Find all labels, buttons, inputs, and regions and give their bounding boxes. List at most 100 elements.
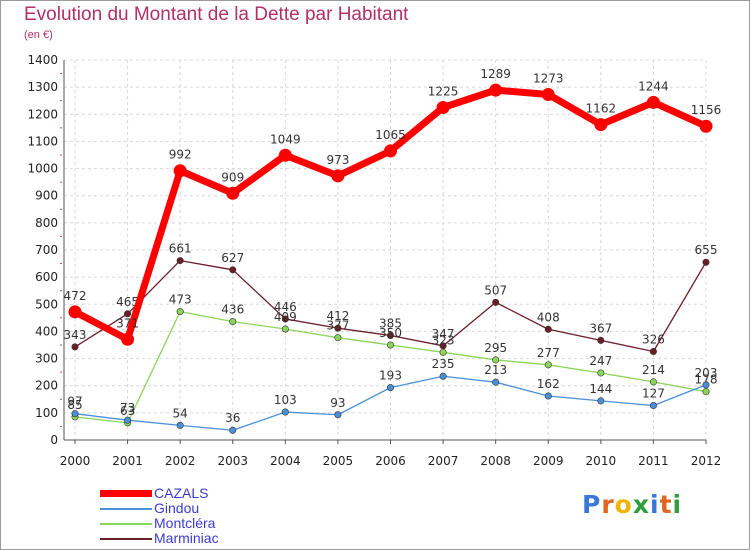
data-label-gindou: 127 [642, 387, 665, 401]
data-label-montclra: 247 [589, 354, 612, 368]
x-tick-label: 2004 [270, 454, 301, 468]
data-label-cazals: 472 [64, 289, 87, 303]
data-label-gindou: 213 [484, 363, 507, 377]
data-label-gindou: 162 [537, 377, 560, 391]
data-label-cazals: 1225 [428, 85, 459, 99]
data-point-marminiac [124, 310, 132, 318]
legend-swatch [100, 523, 152, 525]
proxiti-logo: Proxiti [582, 490, 682, 519]
data-label-marminiac: 343 [64, 328, 87, 342]
data-point-gindou [597, 397, 605, 405]
data-point-gindou [702, 381, 710, 389]
data-label-cazals: 1162 [586, 102, 617, 116]
data-point-marminiac [281, 315, 289, 323]
data-label-marminiac: 347 [432, 327, 455, 341]
data-label-cazals: 973 [326, 153, 349, 167]
x-tick-label: 2008 [480, 454, 511, 468]
data-point-cazals [384, 144, 397, 158]
data-point-cazals [541, 87, 555, 101]
x-tick-label: 2011 [638, 454, 669, 468]
data-label-cazals: 1244 [638, 79, 669, 93]
y-tick-label: 800 [35, 216, 58, 230]
data-point-cazals [699, 119, 713, 133]
data-point-gindou [281, 408, 289, 416]
legend-label: Montcléra [154, 515, 216, 531]
data-label-marminiac: 412 [326, 309, 349, 323]
legend-swatch [100, 508, 152, 510]
data-point-montclra [229, 318, 237, 326]
data-label-cazals: 1049 [270, 132, 301, 146]
y-tick-label: 1300 [27, 80, 58, 94]
data-label-montclra: 350 [379, 326, 402, 340]
data-label-marminiac: 385 [379, 317, 402, 331]
x-tick-label: 2012 [691, 454, 722, 468]
data-point-montclra [386, 341, 394, 349]
data-label-marminiac: 655 [695, 243, 718, 257]
data-label-cazals: 992 [169, 148, 192, 162]
y-tick-label: 700 [35, 243, 58, 257]
y-tick-label: 1000 [27, 162, 58, 176]
x-tick-label: 2009 [533, 454, 564, 468]
logo-letter: i [650, 490, 660, 519]
chart-plot: 0 100 200 300 400 500 600 700 800 900 1000 1100 1200… [27, 53, 722, 468]
data-label-montclra: 436 [221, 303, 244, 317]
y-tick-label: 300 [35, 352, 58, 366]
data-point-marminiac [334, 324, 342, 332]
x-tick-label: 2006 [375, 454, 406, 468]
logo-letter: o [614, 490, 633, 519]
data-point-marminiac [492, 298, 500, 306]
y-tick-label: 100 [35, 406, 58, 420]
data-label-montclra: 85 [67, 398, 82, 412]
data-point-marminiac [71, 343, 79, 351]
data-label-gindou: 97 [67, 395, 82, 409]
data-label-montclra: 409 [274, 310, 297, 324]
data-point-gindou [649, 402, 657, 410]
data-point-montclra [281, 325, 289, 333]
data-label-gindou: 36 [225, 411, 240, 425]
data-point-gindou [544, 392, 552, 400]
x-tick-label: 2001 [112, 454, 143, 468]
y-tick-label: 200 [35, 379, 58, 393]
data-label-montclra: 473 [169, 293, 192, 307]
x-tick-label: 2003 [217, 454, 248, 468]
data-point-cazals [68, 305, 82, 319]
data-point-gindou [229, 426, 237, 434]
chart-unit: (en €) [24, 29, 53, 41]
data-label-gindou: 73 [120, 401, 135, 415]
data-label-gindou: 93 [330, 396, 345, 410]
data-point-cazals [173, 164, 187, 178]
y-tick-label: 1200 [27, 107, 58, 121]
data-label-gindou: 144 [589, 382, 612, 396]
y-tick-label: 1400 [27, 53, 58, 67]
y-tick-label: 600 [35, 270, 58, 284]
y-tick-label: 900 [35, 189, 58, 203]
legend-label: Gindou [154, 500, 200, 516]
logo-letter: i [672, 490, 683, 519]
data-label-cazals: 1156 [691, 103, 722, 117]
legend-swatch [100, 490, 152, 497]
data-point-marminiac [229, 266, 237, 274]
data-label-montclra: 295 [484, 341, 507, 355]
data-point-gindou [176, 421, 184, 429]
data-point-montclra [702, 388, 710, 396]
logo-letter: t [659, 490, 673, 519]
data-label-marminiac: 367 [589, 321, 612, 335]
data-label-montclra: 178 [695, 373, 718, 387]
data-point-montclra [492, 356, 500, 364]
data-point-gindou [492, 378, 500, 386]
chart-title: Evolution du Montant de la Dette par Hab… [24, 4, 409, 25]
data-label-marminiac: 627 [221, 251, 244, 265]
data-point-gindou [71, 410, 79, 418]
data-point-montclra [439, 348, 447, 356]
data-label-gindou: 193 [379, 369, 402, 383]
data-label-cazals: 1273 [533, 71, 564, 85]
y-tick-label: 400 [35, 324, 58, 338]
data-label-cazals: 1065 [375, 128, 406, 142]
x-tick-label: 2002 [165, 454, 196, 468]
data-label-marminiac: 661 [169, 242, 192, 256]
logo-letter: r [601, 490, 615, 519]
data-point-gindou [386, 384, 394, 392]
y-tick-label: 0 [50, 433, 58, 447]
data-point-gindou [334, 411, 342, 419]
logo-letter: P [582, 490, 602, 519]
